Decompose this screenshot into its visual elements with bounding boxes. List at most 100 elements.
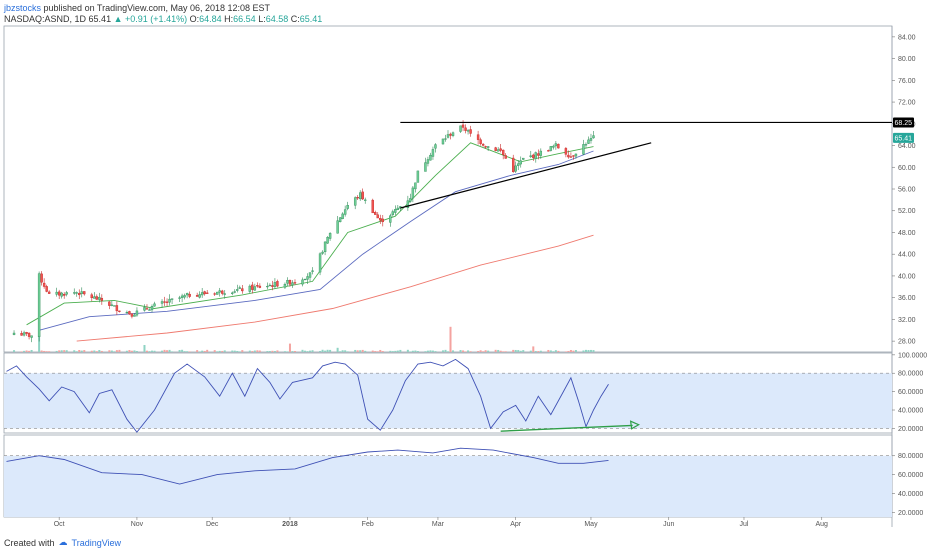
candle-body — [308, 272, 312, 278]
volume-bar — [201, 350, 204, 352]
candle-body — [441, 138, 445, 145]
symbol-name[interactable]: NASDAQ:ASND, 1D — [4, 14, 87, 24]
volume-bar — [198, 351, 201, 352]
candle-body — [27, 332, 31, 337]
candle-body — [321, 251, 324, 254]
last-price: 65.41 — [88, 14, 112, 24]
volume-bar — [178, 350, 181, 352]
volume-bar — [539, 350, 542, 352]
candle-body — [73, 292, 76, 294]
author-link[interactable]: jbzstocks — [4, 3, 42, 13]
volume-bar — [213, 350, 216, 352]
price-label: 68.25 — [895, 120, 913, 127]
y-tick-label: 80.00 — [898, 56, 916, 63]
candle-body — [444, 138, 447, 140]
volume-bar — [241, 350, 244, 352]
volume-bar — [326, 349, 329, 352]
volume-bar — [128, 350, 131, 352]
candle-body — [451, 132, 455, 136]
volume-bar — [73, 350, 76, 352]
volume-bar — [426, 350, 429, 352]
volume-bar — [534, 351, 537, 352]
volume-bar — [582, 350, 585, 352]
candle-body — [25, 332, 28, 334]
volume-bar — [564, 351, 567, 352]
published-text: published on TradingView.com, May 06, 20… — [43, 3, 271, 13]
volume-bar — [63, 350, 66, 352]
volume-bar — [130, 350, 133, 352]
candle-body — [499, 148, 502, 151]
price-change: +0.91 (+1.41%) — [125, 14, 188, 24]
volume-bar — [251, 351, 254, 352]
candle-body — [364, 199, 367, 201]
osc2-tick-label: 60.0000 — [898, 472, 923, 479]
y-tick-label: 40.00 — [898, 273, 916, 280]
osc1-tick-label: 100.0000 — [898, 352, 927, 359]
volume-bar — [238, 351, 241, 352]
candle-body — [343, 209, 347, 215]
volume-bar — [487, 350, 490, 352]
price-label: 65.41 — [895, 135, 913, 142]
volume-bar — [148, 351, 151, 352]
volume-bar — [497, 349, 500, 352]
candle-body — [554, 143, 558, 147]
volume-bar — [431, 350, 434, 352]
volume-bar — [336, 347, 339, 352]
candle-body — [476, 134, 480, 140]
candle-body — [148, 309, 151, 311]
volume-bar — [469, 351, 472, 352]
candle-body — [318, 253, 322, 273]
candle-body — [163, 301, 166, 303]
y-tick-label: 76.00 — [898, 78, 916, 85]
tradingview-brand[interactable]: TradingView — [71, 537, 122, 548]
candle-body — [216, 291, 219, 295]
volume-bar — [391, 351, 394, 352]
candle-body — [381, 218, 384, 223]
candle-body — [323, 241, 327, 253]
volume-bar — [467, 350, 470, 352]
volume-bar — [80, 350, 83, 352]
candle-body — [110, 304, 114, 306]
candle-body — [356, 197, 359, 199]
candle-body — [522, 157, 525, 160]
y-tick-label: 36.00 — [898, 295, 916, 302]
candle-body — [514, 165, 517, 172]
volume-bar — [253, 350, 256, 352]
volume-bar — [268, 351, 271, 352]
candle-body — [115, 305, 119, 312]
x-tick-label: Feb — [362, 521, 374, 528]
volume-bar — [572, 350, 575, 352]
symbol-legend: NASDAQ:ASND, 1D 65.41 ▲ +0.91 (+1.41%) O… — [4, 14, 322, 24]
candle-body — [557, 143, 560, 149]
footer: Created with ☁ TradingView — [4, 537, 121, 548]
candle-body — [469, 129, 472, 134]
candle-body — [534, 152, 537, 159]
volume-bar — [95, 351, 98, 352]
volume-bar — [90, 350, 93, 352]
divergence-arrow-icon — [629, 420, 640, 430]
candle-body — [481, 143, 485, 146]
candle-body — [311, 270, 314, 272]
volume-bar — [301, 349, 304, 352]
candle-body — [160, 301, 164, 304]
candle-body — [539, 150, 543, 156]
volume-bar — [361, 349, 364, 352]
candle-body — [504, 155, 507, 159]
volume-bar — [203, 350, 206, 352]
y-tick-label: 32.00 — [898, 317, 916, 324]
y-tick-label: 64.00 — [898, 143, 916, 150]
candle-body — [353, 197, 357, 206]
x-tick-label: May — [584, 521, 598, 528]
volume-bar — [110, 350, 113, 352]
candle-body — [128, 311, 131, 315]
support-trendline — [400, 142, 652, 209]
candle-body — [57, 291, 61, 296]
y-tick-label: 28.00 — [898, 339, 916, 346]
candle-body — [198, 294, 201, 298]
candle-body — [587, 139, 590, 144]
volume-bar — [20, 351, 23, 352]
osc1-tick-label: 80.0000 — [898, 371, 923, 378]
y-tick-label: 60.00 — [898, 165, 916, 172]
volume-bar — [477, 351, 480, 352]
